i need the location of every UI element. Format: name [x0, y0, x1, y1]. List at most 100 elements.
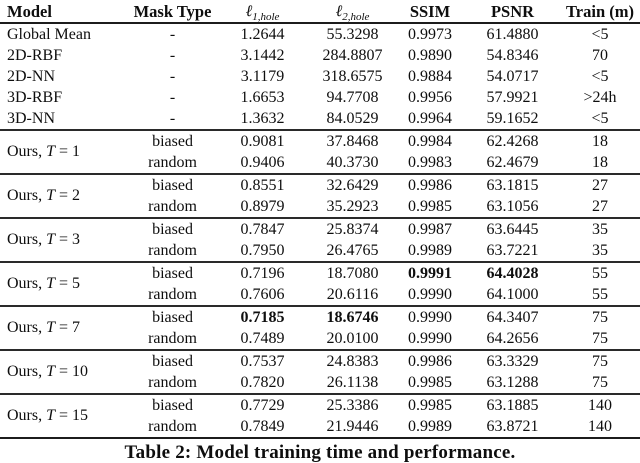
- header-row: Model Mask Type ℓ1,hole ℓ2,hole SSIM PSNR Trai…: [0, 1, 640, 24]
- model-cell: Ours, T = 1: [0, 129, 130, 174]
- metric-cell-psnr: 63.7221: [486, 241, 539, 259]
- metric-cell-ssim: 0.9984: [395, 129, 465, 152]
- metric-cell-psnr: 57.9921: [486, 88, 539, 106]
- metric-cell-l2: 84.0529: [326, 109, 379, 127]
- table-row: Global Mean - 1.2644 55.3298 0.9973 61.4880 <5: [0, 23, 640, 45]
- metric-cell-ssim: 0.9989: [408, 417, 452, 435]
- metric-cell-psnr: 63.6445: [465, 217, 560, 240]
- metric-cell-ssim: 0.9987: [395, 217, 465, 240]
- metric-cell-l2: 40.3730: [326, 153, 379, 171]
- table-row: 3D-NN - 1.3632 84.0529 0.9964 59.1652 <5: [0, 108, 640, 130]
- table-row: random 0.7950 26.4765 0.9989 63.7221 35: [0, 240, 640, 262]
- metric-cell-psnr: 63.1288: [486, 373, 539, 391]
- table-row: Ours, T = 15 biased 0.7729 25.3386 0.9985 63.…: [0, 393, 640, 438]
- metric-cell-psnr: 63.1885: [465, 393, 560, 416]
- model-cell: Ours, T = 7: [0, 305, 130, 350]
- table-row: 2D-RBF - 3.1442 284.8807 0.9890 54.8346 70: [0, 45, 640, 66]
- metric-cell-l1: 0.7196: [215, 261, 310, 284]
- metric-cell-l2: 25.3386: [310, 393, 395, 416]
- metric-cell-ssim: 0.9986: [395, 173, 465, 196]
- metric-cell-ssim: 0.9983: [408, 153, 452, 171]
- mask-type-cell: biased: [130, 349, 215, 372]
- metric-cell-l2: 55.3298: [326, 25, 379, 43]
- mask-type-cell: biased: [130, 305, 215, 328]
- metric-cell-l1: 0.7185: [215, 305, 310, 328]
- metric-cell-train: 27: [592, 197, 608, 215]
- metric-cell-ssim: 0.9973: [408, 25, 452, 43]
- table-caption: Table 2: Model training time and perform…: [124, 442, 516, 463]
- table-row: Ours, T = 3 biased 0.7847 25.8374 0.9987 63.6…: [0, 217, 640, 262]
- metric-cell-l2: 284.8807: [322, 46, 383, 64]
- metric-cell-train: 75: [592, 373, 608, 391]
- metric-cell-ssim: 0.9989: [408, 241, 452, 259]
- metric-cell-train: 55: [592, 285, 608, 303]
- mask-type-cell: biased: [130, 129, 215, 152]
- metric-cell-train: 75: [560, 305, 640, 328]
- mask-type-cell: -: [169, 88, 176, 106]
- model-cell: Ours, T = 2: [0, 173, 130, 218]
- metric-cell-l1: 1.3632: [240, 109, 285, 127]
- mask-type-cell: random: [148, 153, 197, 171]
- metric-cell-l2: 18.6746: [310, 305, 395, 328]
- metric-cell-train: 35: [560, 217, 640, 240]
- model-cell: Global Mean: [7, 25, 91, 43]
- metric-cell-psnr: 64.1000: [486, 285, 539, 303]
- mask-type-cell: biased: [130, 393, 215, 416]
- metric-cell-psnr: 63.1056: [486, 197, 539, 215]
- table-row: Ours, T = 5 biased 0.7196 18.7080 0.9991 64.4…: [0, 261, 640, 306]
- mask-type-cell: -: [169, 46, 176, 64]
- table-row: random 0.7489 20.0100 0.9990 64.2656 75: [0, 328, 640, 350]
- metric-cell-l2: 25.8374: [310, 217, 395, 240]
- metric-cell-psnr: 64.2656: [486, 329, 539, 347]
- metric-cell-l2: 37.8468: [310, 129, 395, 152]
- mask-type-cell: -: [169, 109, 176, 127]
- metric-cell-train: 140: [560, 393, 640, 416]
- metric-cell-ssim: 0.9990: [408, 329, 452, 347]
- mask-type-cell: random: [148, 417, 197, 435]
- metric-cell-psnr: 64.3407: [465, 305, 560, 328]
- metric-cell-l1: 1.6653: [240, 88, 285, 106]
- mask-type-cell: random: [148, 329, 197, 347]
- metric-cell-psnr: 63.8721: [486, 417, 539, 435]
- metric-cell-ssim: 0.9990: [395, 305, 465, 328]
- mask-type-cell: -: [169, 25, 176, 43]
- metric-cell-l2: 26.4765: [326, 241, 379, 259]
- metric-cell-l1: 0.9406: [240, 153, 285, 171]
- col-header-model: Model: [0, 1, 130, 24]
- metric-cell-train: <5: [591, 67, 609, 85]
- model-cell: 2D-NN: [7, 67, 55, 85]
- metric-cell-ssim: 0.9985: [395, 393, 465, 416]
- table-row: Ours, T = 2 biased 0.8551 32.6429 0.9986 63.1…: [0, 173, 640, 218]
- metric-cell-train: 18: [560, 129, 640, 152]
- metric-cell-ssim: 0.9964: [408, 109, 452, 127]
- mask-type-cell: biased: [130, 261, 215, 284]
- metric-cell-ssim: 0.9890: [408, 46, 452, 64]
- metric-cell-train: 75: [560, 349, 640, 372]
- col-header-mask: Mask Type: [130, 1, 215, 24]
- mask-type-cell: biased: [130, 217, 215, 240]
- metric-cell-l2: 18.7080: [310, 261, 395, 284]
- metric-cell-train: 70: [592, 46, 608, 64]
- metric-cell-l2: 32.6429: [310, 173, 395, 196]
- metric-cell-psnr: 64.4028: [465, 261, 560, 284]
- table-row: random 0.8979 35.2923 0.9985 63.1056 27: [0, 196, 640, 218]
- metric-cell-l1: 1.2644: [240, 25, 285, 43]
- metric-cell-train: >24h: [583, 88, 617, 106]
- metric-cell-l1: 3.1442: [240, 46, 285, 64]
- model-cell: Ours, T = 15: [0, 393, 130, 438]
- metric-cell-l2: 20.6116: [326, 285, 379, 303]
- mask-type-cell: random: [148, 197, 197, 215]
- table-row: random 0.7606 20.6116 0.9990 64.1000 55: [0, 284, 640, 306]
- metric-cell-ssim: 0.9956: [408, 88, 452, 106]
- table-row: random 0.7820 26.1138 0.9985 63.1288 75: [0, 372, 640, 394]
- col-header-ssim: SSIM: [395, 1, 465, 24]
- model-cell: 3D-RBF: [7, 88, 63, 106]
- metric-cell-l1: 0.7950: [240, 241, 285, 259]
- metric-cell-ssim: 0.9990: [408, 285, 452, 303]
- mask-type-cell: biased: [130, 173, 215, 196]
- metric-cell-l1: 0.7489: [240, 329, 285, 347]
- model-cell: Ours, T = 10: [0, 349, 130, 394]
- metric-cell-l1: 0.7820: [240, 373, 285, 391]
- table-row: random 0.7849 21.9446 0.9989 63.8721 140: [0, 416, 640, 438]
